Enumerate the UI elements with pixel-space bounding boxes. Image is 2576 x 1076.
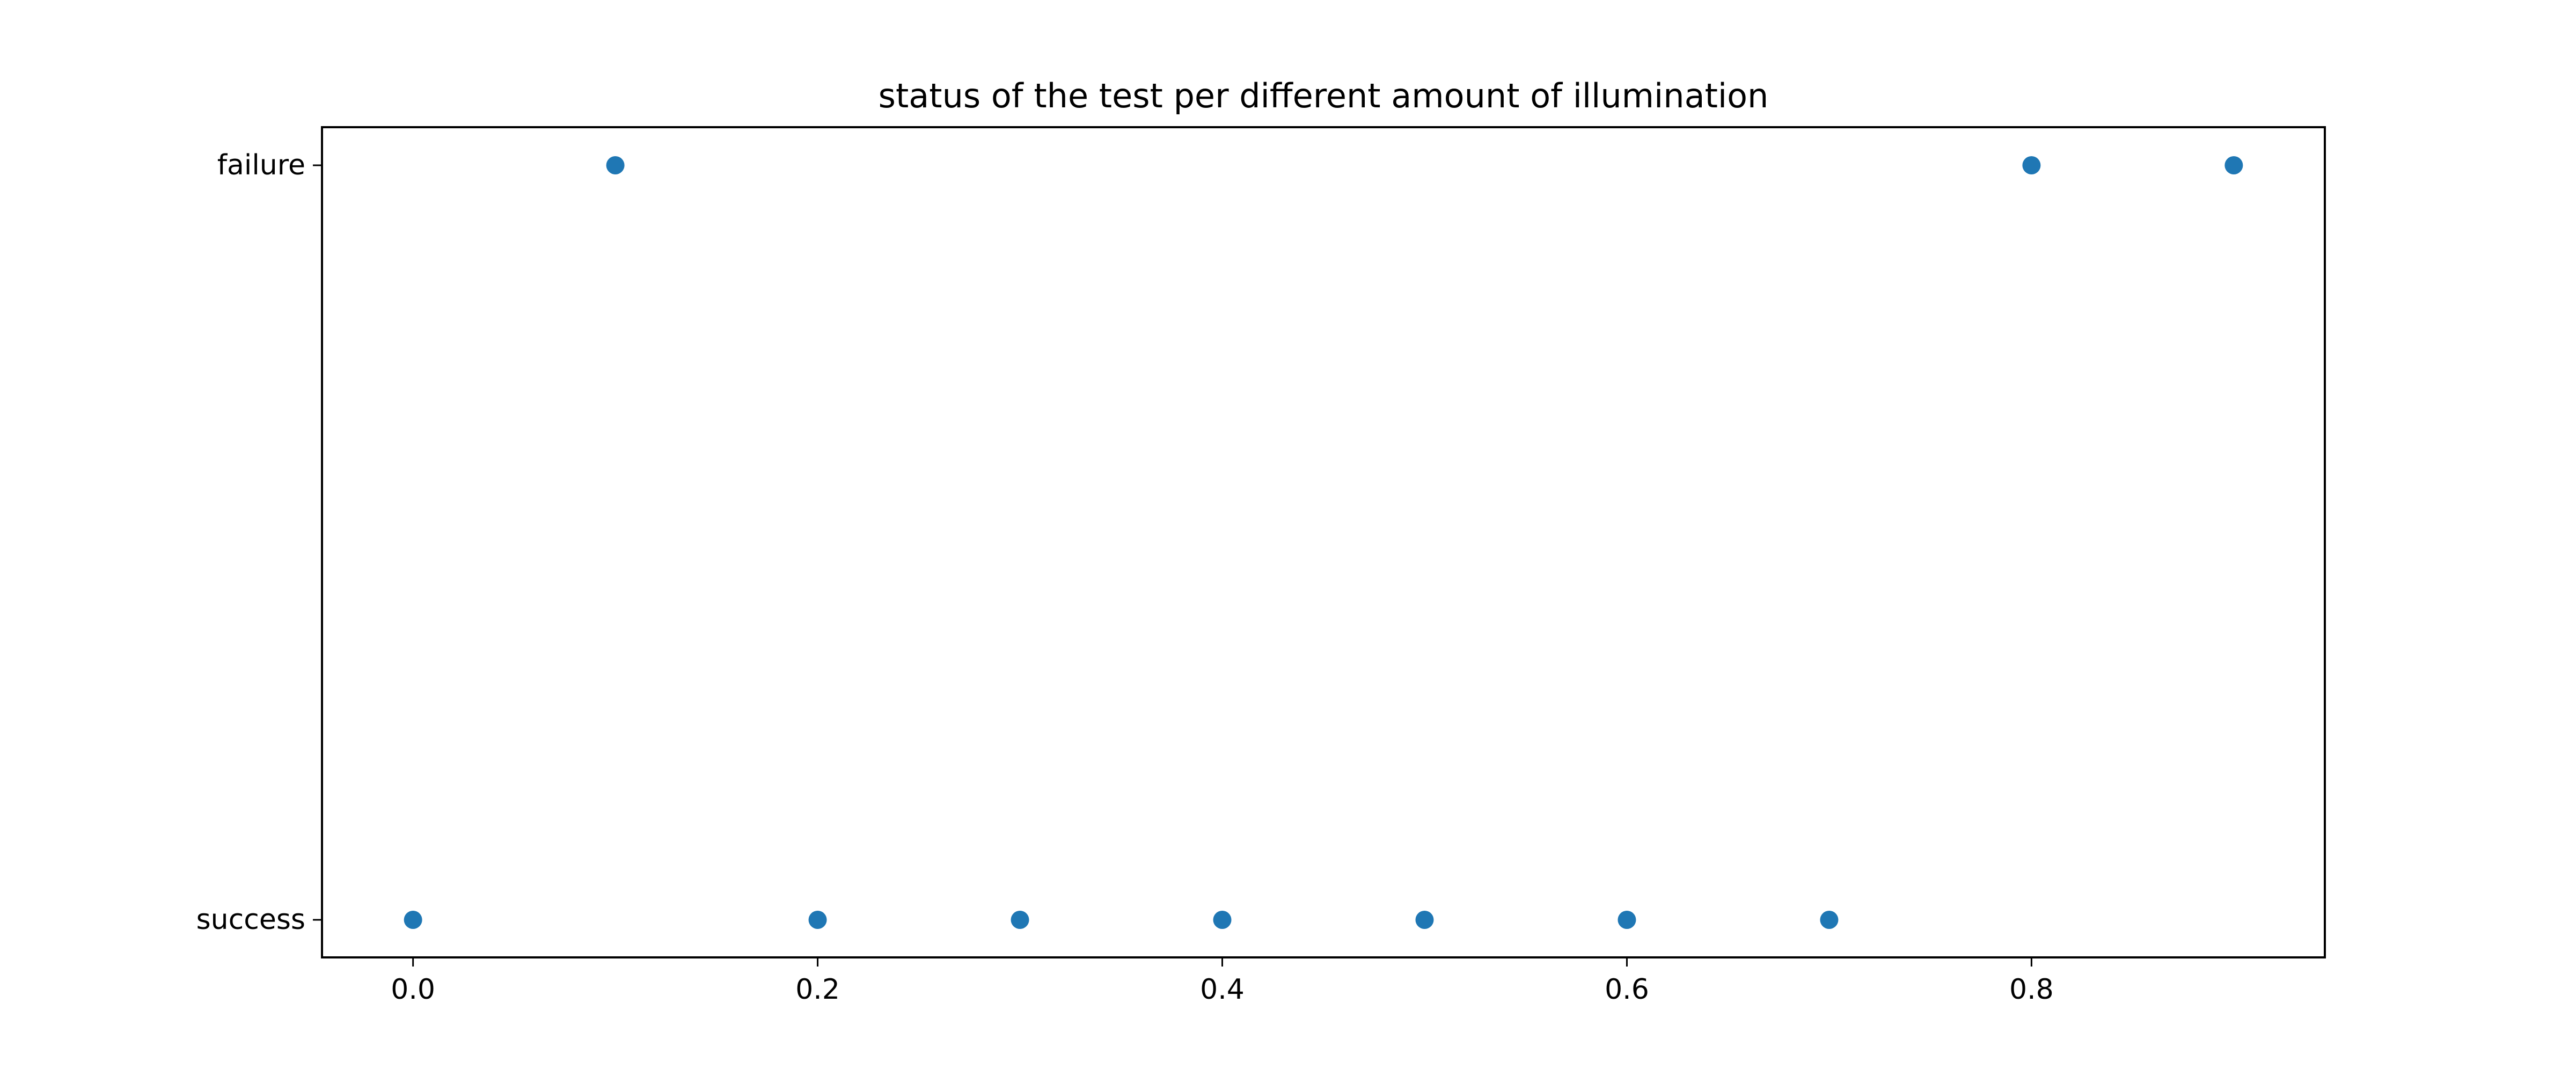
scatter-point [2224, 156, 2243, 174]
scatter-point [1820, 911, 1839, 929]
y-axis: success failure [196, 149, 322, 936]
scatter-point [1011, 911, 1029, 929]
x-axis: 0.0 0.2 0.4 0.6 0.8 [391, 957, 2054, 1006]
scatter-point [808, 911, 827, 929]
x-tick-label: 0.4 [1200, 973, 1245, 1006]
x-tick-label: 0.2 [795, 973, 840, 1006]
scatter-point [1618, 911, 1636, 929]
x-tick-label: 0.0 [391, 973, 435, 1006]
scatter-point [1415, 911, 1434, 929]
scatter-point [1213, 911, 1232, 929]
x-tick-label: 0.8 [2009, 973, 2054, 1006]
scatter-point [606, 156, 625, 174]
scatter-point [2022, 156, 2041, 174]
scatter-point [404, 911, 422, 929]
x-tick-label: 0.6 [1605, 973, 1649, 1006]
plot-area-frame [321, 126, 2326, 958]
marks-layer [404, 156, 2243, 929]
y-tick-label: failure [217, 149, 305, 181]
y-tick-label: success [196, 904, 305, 936]
chart-title: status of the test per different amount … [879, 76, 1769, 115]
